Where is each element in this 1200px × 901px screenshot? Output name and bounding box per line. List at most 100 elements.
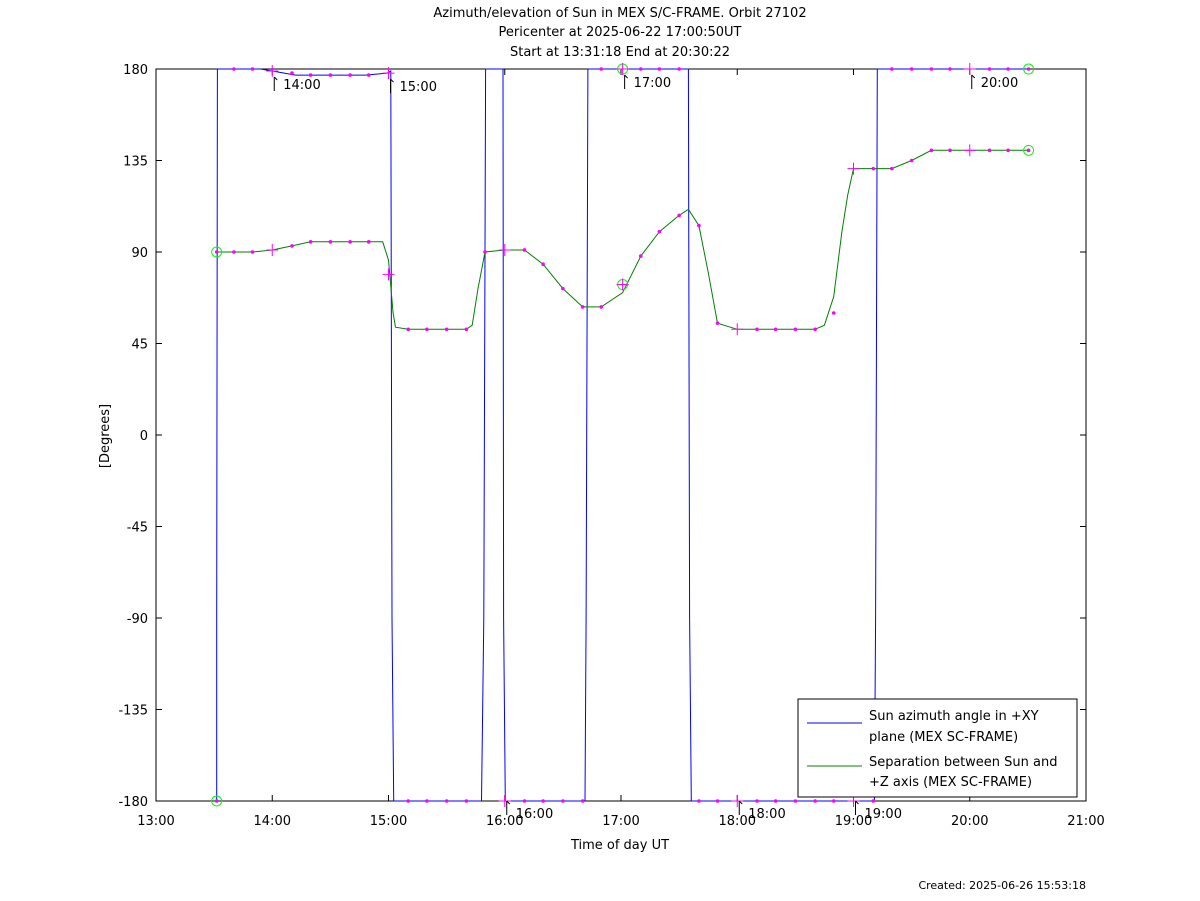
separation-marker-dot <box>657 229 662 234</box>
separation-marker-endpoint <box>211 246 223 258</box>
azimuth-marker-dot <box>697 799 701 803</box>
legend-box <box>797 698 1078 798</box>
x-tick-label: 18:00 <box>719 814 756 829</box>
azimuth-marker-dot <box>232 67 236 71</box>
time-annotation-label: 18:00 <box>748 807 785 822</box>
separation-marker-dot <box>813 327 817 332</box>
azimuth-marker-dot <box>1006 67 1010 71</box>
separation-marker-dot <box>464 327 469 332</box>
azimuth-marker-dot <box>444 799 449 803</box>
x-tick-label: 19:00 <box>835 814 872 829</box>
time-annotation-mark <box>855 800 859 815</box>
azimuth-marker-dot <box>929 67 934 71</box>
separation-marker-dot <box>250 250 255 254</box>
azimuth-marker-plus <box>731 795 744 807</box>
azimuth-marker-dot <box>638 67 643 71</box>
time-annotation-mark <box>738 800 743 815</box>
y-axis-label: [Degrees] <box>98 404 113 468</box>
separation-marker-plus <box>266 243 279 256</box>
azimuth-marker-dot <box>348 73 352 77</box>
azimuth-marker-dot <box>793 799 798 803</box>
chart-title-line-2: Pericenter at 2025-06-22 17:00:50UT <box>498 25 741 40</box>
time-annotation-mark <box>390 78 394 94</box>
azimuth-marker-dot <box>715 799 720 803</box>
legend-label-separation-line-2: +Z axis (MEX SC-FRAME) <box>869 775 1032 790</box>
separation-marker-dot <box>483 250 487 254</box>
separation-marker-dot <box>929 148 934 153</box>
y-tick-label: -180 <box>118 795 148 810</box>
azimuth-marker-endpoint-dot <box>1026 67 1031 71</box>
time-annotation-label: 17:00 <box>634 76 671 91</box>
azimuth-marker-dot <box>464 799 469 803</box>
separation-marker-plus <box>382 268 395 281</box>
separation-marker-dot <box>987 148 992 153</box>
series-line-azimuth <box>216 68 1029 802</box>
legend-label-azimuth-line-1: Sun azimuth angle in +XY <box>869 709 1039 724</box>
created-timestamp: Created: 2025-06-26 15:53:18 <box>918 879 1086 892</box>
y-tick-label: 135 <box>123 155 148 170</box>
y-tick-label: -90 <box>127 612 148 627</box>
y-tick-label: 0 <box>140 429 148 444</box>
azimuth-marker-dot <box>987 67 992 71</box>
separation-marker-dot <box>366 240 371 244</box>
time-annotation-label: 20:00 <box>981 76 1018 91</box>
separation-marker-dot <box>425 327 429 332</box>
separation-marker-dot <box>773 327 778 332</box>
separation-marker-plus <box>847 162 860 175</box>
azimuth-marker-dot <box>755 799 759 803</box>
legend-label-separation-line-1: Separation between Sun and <box>869 755 1057 770</box>
y-tick-label: 90 <box>131 246 148 261</box>
separation-marker-dot <box>890 166 894 171</box>
separation-marker-dot <box>831 311 836 315</box>
azimuth-marker-dot <box>948 67 952 71</box>
time-annotation-mark <box>624 74 628 89</box>
azimuth-marker-dot <box>871 799 876 803</box>
separation-marker-dot <box>871 166 876 171</box>
separation-marker-dot <box>948 148 952 153</box>
separation-marker-plus <box>731 323 744 336</box>
azimuth-marker-dot <box>580 799 585 803</box>
azimuth-marker-dot <box>890 67 894 71</box>
azimuth-marker-dot <box>831 799 836 803</box>
separation-marker-endpoint-dot <box>214 250 219 254</box>
x-tick-label: 16:00 <box>486 814 523 829</box>
separation-marker-dot <box>541 262 545 267</box>
azimuth-marker-dot <box>406 799 411 803</box>
separation-marker-dot <box>909 158 914 163</box>
azimuth-marker-dot <box>366 73 371 77</box>
azimuth-marker-dot <box>677 67 681 71</box>
time-annotation-label: 14:00 <box>283 78 320 93</box>
azimuth-marker-dot <box>541 799 545 803</box>
separation-marker-dot <box>697 223 701 228</box>
plot-area: 13:00 14:00 15:00 16:00 17:00 18:00 19:00 20:00… <box>118 63 1105 829</box>
legend: Sun azimuth angle in +XY plane (MEX SC-F… <box>797 698 1078 798</box>
x-tick-label: 21:00 <box>1067 814 1104 829</box>
azimuth-marker-plus <box>498 795 511 807</box>
plot-frame <box>155 68 1087 802</box>
separation-marker-dot <box>522 248 527 252</box>
time-annotation-label: 19:00 <box>865 807 902 822</box>
separation-marker-dot <box>328 240 333 244</box>
separation-marker-dot <box>232 250 236 254</box>
separation-marker-dot <box>1006 148 1010 153</box>
separation-marker-dot <box>348 240 352 244</box>
separation-marker-dot <box>580 305 585 309</box>
separation-marker-dot <box>755 327 759 332</box>
separation-marker-dot <box>677 213 681 218</box>
y-tick-label: -135 <box>118 704 148 719</box>
azimuth-marker-dot <box>561 799 565 803</box>
azimuth-marker-dot <box>328 73 333 77</box>
time-annotation-label: 15:00 <box>400 80 437 95</box>
azimuth-marker-dot <box>250 67 255 71</box>
chart-title-line-1: Azimuth/elevation of Sun in MEX S/C-FRAM… <box>433 6 806 21</box>
separation-marker-dot <box>444 327 449 332</box>
azimuth-marker-plus <box>382 67 395 80</box>
separation-marker-dot <box>406 327 411 332</box>
azimuth-marker-dot <box>522 799 527 803</box>
legend-label-azimuth-line-2: plane (MEX SC-FRAME) <box>869 730 1018 745</box>
azimuth-marker-endpoint <box>211 795 223 807</box>
separation-marker-dot <box>561 286 565 291</box>
time-annotation-mark <box>971 74 976 89</box>
x-tick-label: 17:00 <box>602 814 639 829</box>
